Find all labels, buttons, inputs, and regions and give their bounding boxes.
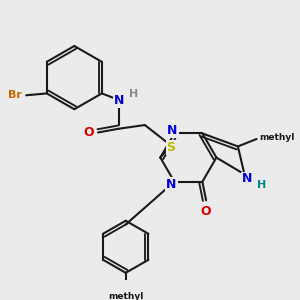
Text: methyl: methyl	[260, 133, 295, 142]
Text: methyl: methyl	[108, 292, 143, 300]
Text: N: N	[166, 178, 177, 191]
Text: N: N	[113, 94, 124, 107]
Text: N: N	[167, 124, 178, 137]
Text: H: H	[256, 180, 266, 190]
Text: O: O	[83, 126, 94, 139]
Text: S: S	[167, 141, 176, 154]
Text: H: H	[129, 89, 138, 99]
Text: O: O	[201, 205, 212, 218]
Text: Br: Br	[8, 90, 22, 100]
Text: N: N	[242, 172, 252, 185]
